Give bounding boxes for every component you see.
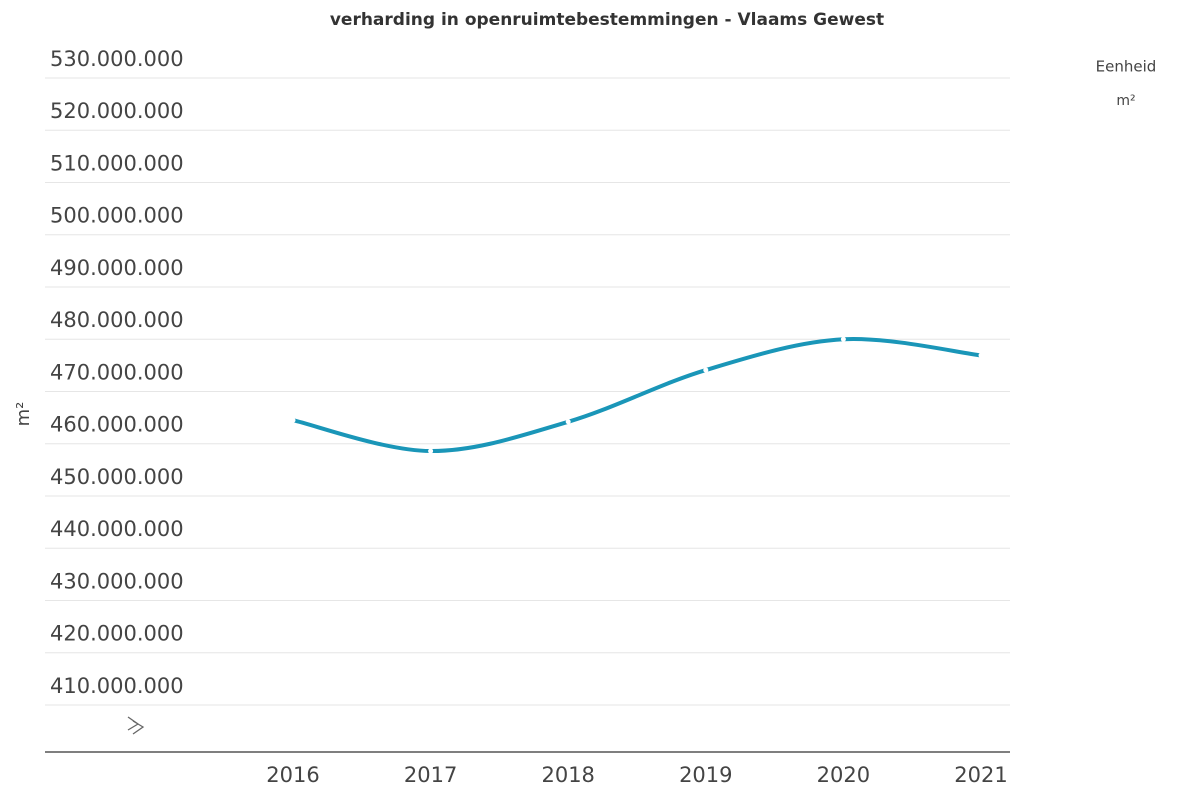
y-tick-label: 410.000.000 — [50, 674, 184, 698]
x-tick-label: 2018 — [541, 763, 594, 787]
y-tick-label: 530.000.000 — [50, 47, 184, 71]
x-tick-label: 2017 — [404, 763, 457, 787]
y-tick-label: 490.000.000 — [50, 256, 184, 280]
line — [292, 336, 982, 454]
y-tick-label: 460.000.000 — [50, 413, 184, 437]
point — [703, 367, 709, 373]
y-tick-label: 520.000.000 — [50, 99, 184, 123]
point — [840, 336, 846, 342]
y-tick-label: 470.000.000 — [50, 360, 184, 384]
x-tick-label: 2021 — [954, 763, 1007, 787]
y-tick-label: 420.000.000 — [50, 622, 184, 646]
x-tick-label: 2016 — [266, 763, 319, 787]
legend-title: Eenheid — [1096, 58, 1157, 76]
legend-label: m² — [1116, 93, 1135, 109]
y-tick-label: 480.000.000 — [50, 308, 184, 332]
y-tick-label: 430.000.000 — [50, 569, 184, 593]
y-tick-label: 440.000.000 — [50, 517, 184, 541]
y-tick-label: 450.000.000 — [50, 465, 184, 489]
y-axis-label: m² — [13, 402, 34, 427]
point — [428, 448, 434, 454]
chart-title: verharding in openruimtebestemmingen - V… — [330, 10, 884, 30]
y-tick-label: 510.000.000 — [50, 151, 184, 175]
x-tick-label: 2019 — [679, 763, 732, 787]
point — [290, 417, 296, 423]
point — [565, 419, 571, 425]
point — [978, 352, 984, 358]
x-tick-label: 2020 — [817, 763, 870, 787]
axis-break — [127, 716, 145, 735]
y-tick-label: 500.000.000 — [50, 204, 184, 228]
